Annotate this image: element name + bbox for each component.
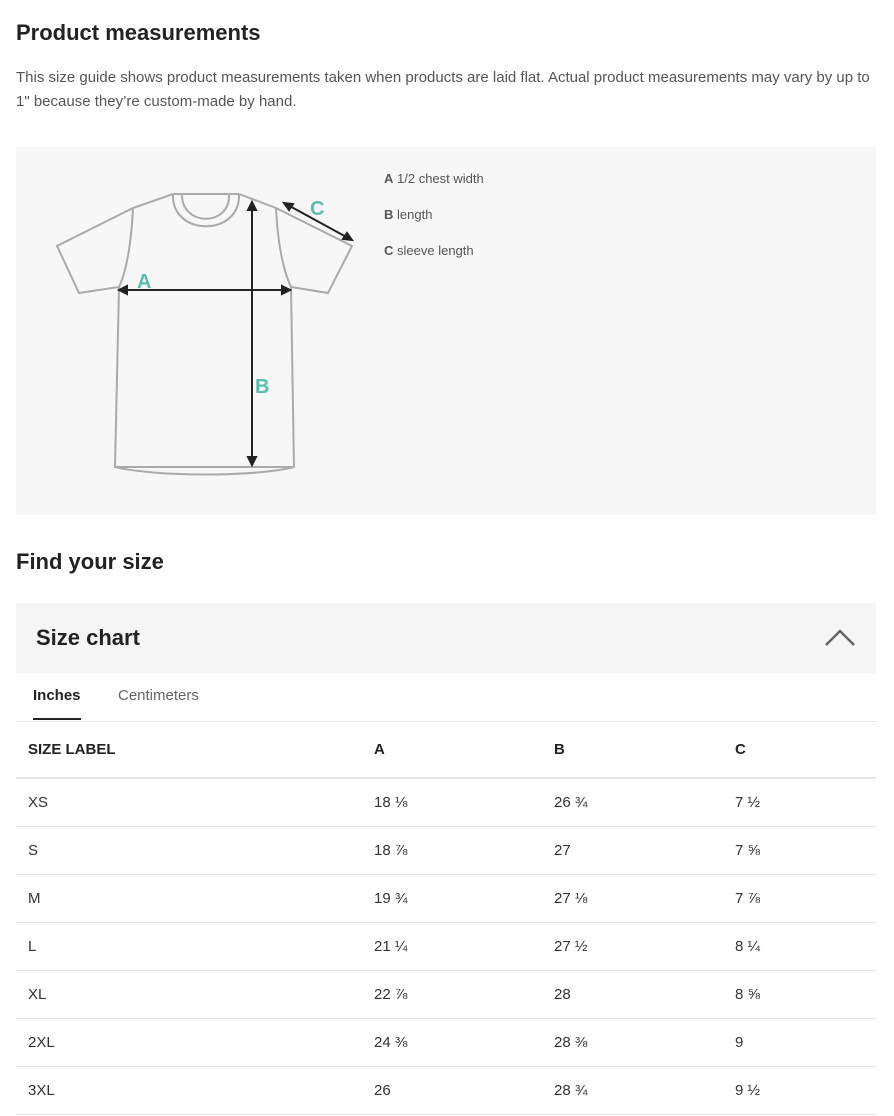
header-a: A [374,722,554,779]
measurement-legend: A 1/2 chest width B length C sleeve leng… [384,171,484,279]
cell-size: XS [16,778,374,827]
cell-c: 8 ⅝ [735,970,876,1019]
cell-size: 2XL [16,1018,374,1067]
measurement-diagram: A B C A 1/2 chest width B length C sleev… [16,147,876,515]
cell-b: 26 ¾ [554,778,735,827]
cell-a: 22 ⅞ [374,970,554,1019]
cell-b: 27 ½ [554,922,735,971]
header-b: B [554,722,735,779]
size-chart-accordion-header[interactable]: Size chart [16,603,876,673]
cell-c: 7 ½ [735,778,876,827]
cell-a: 24 ⅜ [374,1018,554,1067]
description: This size guide shows product measuremen… [16,69,870,110]
cell-c: 9 [735,1018,876,1067]
cell-size: 3XL [16,1066,374,1115]
label-c: C [310,198,324,220]
cell-b: 28 [554,970,735,1019]
label-a: A [137,271,151,293]
cell-a: 21 ¼ [374,922,554,971]
cell-c: 8 ¼ [735,922,876,971]
size-chart-title: Size chart [36,625,140,650]
chevron-up-icon[interactable] [824,627,856,647]
cell-size: XL [16,970,374,1019]
table-row: XL 22 ⅞ 28 8 ⅝ [16,970,876,1019]
cell-a: 18 ⅞ [374,826,554,875]
cell-b: 27 ⅛ [554,874,735,923]
legend-item-c: C sleeve length [384,243,474,258]
page-title: Product measurements [16,20,261,45]
label-b: B [255,376,269,398]
cell-size: S [16,826,374,875]
cell-c: 7 ⅝ [735,826,876,875]
find-size-heading: Find your size [16,549,164,574]
legend-item-b: B length [384,207,433,222]
cell-a: 18 ⅛ [374,778,554,827]
legend-item-a: A 1/2 chest width [384,171,484,186]
cell-b: 28 ⅜ [554,1018,735,1067]
tab-centimeters[interactable]: Centimeters [118,687,199,704]
header-c: C [735,722,876,779]
cell-a: 19 ¾ [374,874,554,923]
table-row: S 18 ⅞ 27 7 ⅝ [16,826,876,875]
tshirt-illustration: A B C [55,193,355,476]
cell-b: 28 ¾ [554,1066,735,1115]
cell-c: 9 ½ [735,1066,876,1115]
cell-size: M [16,874,374,923]
cell-size: L [16,922,374,971]
tab-inches[interactable]: Inches [33,687,81,720]
cell-a: 26 [374,1066,554,1115]
header-size-label: SIZE LABEL [16,722,374,779]
cell-c: 7 ⅞ [735,874,876,923]
cell-b: 27 [554,826,735,875]
unit-tabs: Inches Centimeters [16,673,876,722]
table-header: SIZE LABEL A B C [16,722,876,779]
